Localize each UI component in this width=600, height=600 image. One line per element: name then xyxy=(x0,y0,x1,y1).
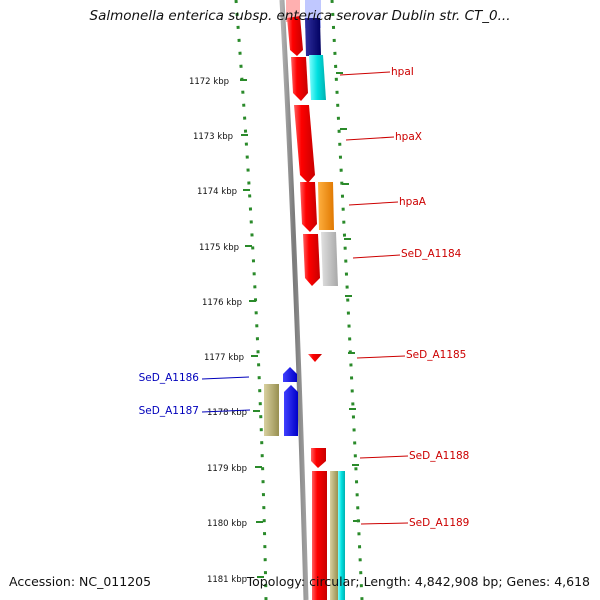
gene-feature-cyan[interactable] xyxy=(338,471,345,600)
label-connector xyxy=(348,201,399,206)
tick-mark xyxy=(241,134,248,136)
tick-mark xyxy=(253,410,260,412)
tick-mark xyxy=(249,300,256,302)
tick-label: 1179 kbp xyxy=(207,464,247,474)
map-title: Salmonella enterica subsp. enterica sero… xyxy=(89,8,511,24)
tick-label: 1178 kbp xyxy=(207,408,247,418)
gene-arrow-SeD_A1185[interactable] xyxy=(308,354,322,362)
label-connector xyxy=(201,376,250,380)
gene-arrow-cyan[interactable] xyxy=(309,55,326,100)
tick-mark-outer xyxy=(340,128,347,130)
gene-arrow-navy[interactable] xyxy=(305,18,321,56)
tick-mark xyxy=(240,79,247,81)
dotted-guide-arcs xyxy=(234,0,364,600)
tick-label: 1173 kbp xyxy=(193,132,233,142)
accession-text: Accession: NC_011205 xyxy=(9,574,152,589)
tick-mark-outer xyxy=(352,464,359,466)
gene-arrow-SeD_A1189[interactable] xyxy=(312,471,327,600)
tick-label: 1174 kbp xyxy=(197,187,237,197)
gene-label-SeD_A1185[interactable]: SeD_A1185 xyxy=(406,349,466,361)
tick-mark xyxy=(245,245,252,247)
gene-labels: hpaI hpaX hpaA SeD_A1184 SeD_A1185 SeD_A… xyxy=(139,66,470,529)
tick-mark-outer xyxy=(353,520,360,522)
tick-mark xyxy=(255,466,262,468)
gene-feature-red[interactable] xyxy=(286,0,300,22)
gene-label-SeD_A1186[interactable]: SeD_A1186 xyxy=(139,372,200,384)
gene-feature-khaki[interactable] xyxy=(330,471,338,600)
gene-arrow-SeD_A1184[interactable] xyxy=(321,232,338,286)
inner-dotted-arc xyxy=(234,0,268,600)
tick-mark xyxy=(251,355,258,357)
tick-label: 1172 kbp xyxy=(189,77,229,87)
tick-mark xyxy=(256,521,263,523)
label-connector xyxy=(359,455,409,459)
tick-mark xyxy=(243,189,250,191)
gene-label-SeD_A1189[interactable]: SeD_A1189 xyxy=(409,517,469,529)
gene-label-hpaI[interactable]: hpaI xyxy=(391,66,414,78)
tick-label: 1177 kbp xyxy=(204,353,244,363)
tick-mark-outer xyxy=(344,238,351,240)
tick-mark xyxy=(257,576,264,578)
gene-arrow-red[interactable] xyxy=(287,16,303,56)
gene-feature-khaki[interactable] xyxy=(264,384,279,436)
label-connector xyxy=(352,254,401,259)
gene-arrow-SeD_A1187[interactable] xyxy=(284,385,298,436)
genome-backbone xyxy=(279,0,309,600)
tick-label: 1176 kbp xyxy=(202,298,242,308)
label-connector xyxy=(356,355,406,359)
label-connector xyxy=(339,71,391,76)
tick-mark-outer xyxy=(336,72,343,74)
tick-mark-outer xyxy=(345,295,352,297)
gene-arrow-hpaA[interactable] xyxy=(318,182,334,230)
gene-arrow-red[interactable] xyxy=(303,234,320,286)
gene-arrow-SeD_A1186[interactable] xyxy=(283,367,297,382)
label-connectors xyxy=(201,71,409,525)
gene-label-SeD_A1187[interactable]: SeD_A1187 xyxy=(139,405,199,417)
gene-label-hpaX[interactable]: hpaX xyxy=(395,131,422,143)
tick-label: 1180 kbp xyxy=(207,519,247,529)
tick-label: 1181 kbp xyxy=(207,575,247,585)
gene-arrow-hpaI[interactable] xyxy=(291,57,308,101)
gene-label-SeD_A1184[interactable]: SeD_A1184 xyxy=(401,248,462,260)
tick-marks xyxy=(240,72,360,578)
tick-mark-outer xyxy=(348,352,355,354)
label-connector xyxy=(360,522,409,525)
gene-arrow-hpaA-red[interactable] xyxy=(300,182,317,232)
label-connector xyxy=(345,136,395,141)
tick-labels: 1172 kbp 1173 kbp 1174 kbp 1175 kbp 1176… xyxy=(189,77,247,585)
gene-arrow-hpaX[interactable] xyxy=(294,105,315,183)
tick-mark-outer xyxy=(342,183,349,185)
tick-mark-outer xyxy=(349,408,356,410)
outer-dotted-arc xyxy=(330,0,364,600)
gene-arrow-SeD_A1188[interactable] xyxy=(311,448,326,468)
genome-summary-text: Topology: circular; Length: 4,842,908 bp… xyxy=(246,574,590,589)
gene-label-SeD_A1188[interactable]: SeD_A1188 xyxy=(409,450,469,462)
gene-label-hpaA[interactable]: hpaA xyxy=(399,196,427,208)
gene-features xyxy=(264,0,345,600)
tick-label: 1175 kbp xyxy=(199,243,239,253)
label-connector xyxy=(201,409,251,413)
